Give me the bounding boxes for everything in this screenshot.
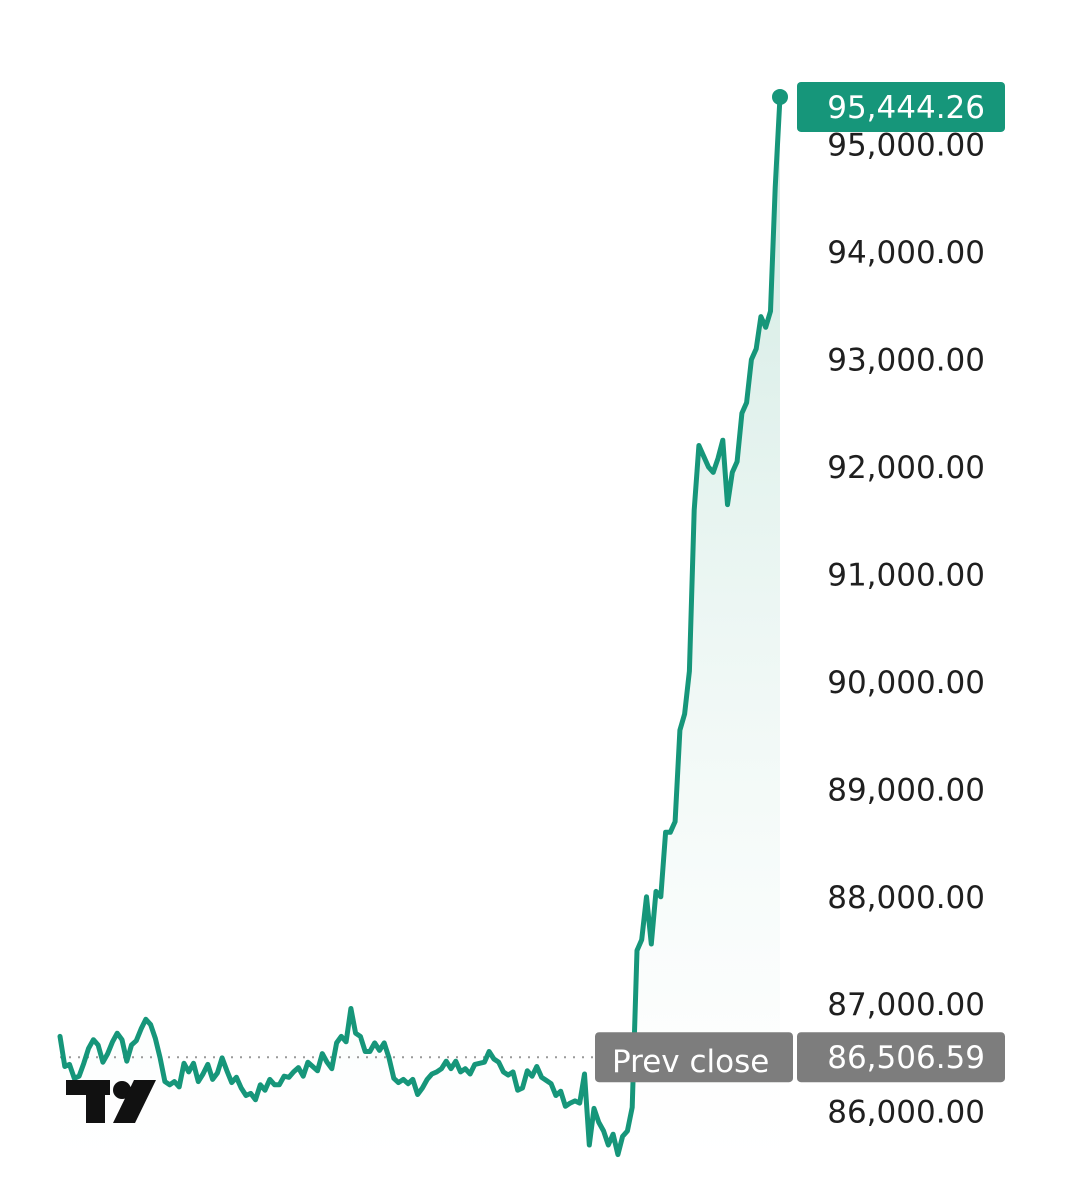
- y-tick-label: 93,000.00: [827, 343, 985, 379]
- tradingview-logo[interactable]: [66, 1080, 156, 1123]
- last-price-dot: [772, 88, 788, 105]
- prev-close-label: Prev close: [612, 1044, 769, 1080]
- y-tick-label: 94,000.00: [827, 235, 985, 271]
- price-area-fill: [60, 97, 780, 1160]
- y-tick-label: 87,000.00: [827, 987, 985, 1023]
- y-axis: 95,000.00 94,000.00 93,000.00 92,000.00 91,0…: [827, 128, 985, 1131]
- y-tick-label: 91,000.00: [827, 557, 985, 593]
- prev-close-label-badge: [595, 1032, 793, 1083]
- prev-close-value-badge: [797, 1032, 1005, 1083]
- prev-close-value: 86,506.59: [827, 1040, 985, 1076]
- y-tick-label: 90,000.00: [827, 665, 985, 701]
- y-tick-label: 86,000.00: [827, 1095, 985, 1131]
- y-tick-label: 89,000.00: [827, 772, 985, 808]
- y-tick-label: 88,000.00: [827, 880, 985, 916]
- y-tick-label: 92,000.00: [827, 450, 985, 486]
- last-price-label: 95,444.26: [827, 90, 985, 126]
- last-price-badge: [797, 81, 1005, 132]
- y-tick-label: 95,000.00: [827, 128, 985, 164]
- price-line: [57, 94, 783, 1158]
